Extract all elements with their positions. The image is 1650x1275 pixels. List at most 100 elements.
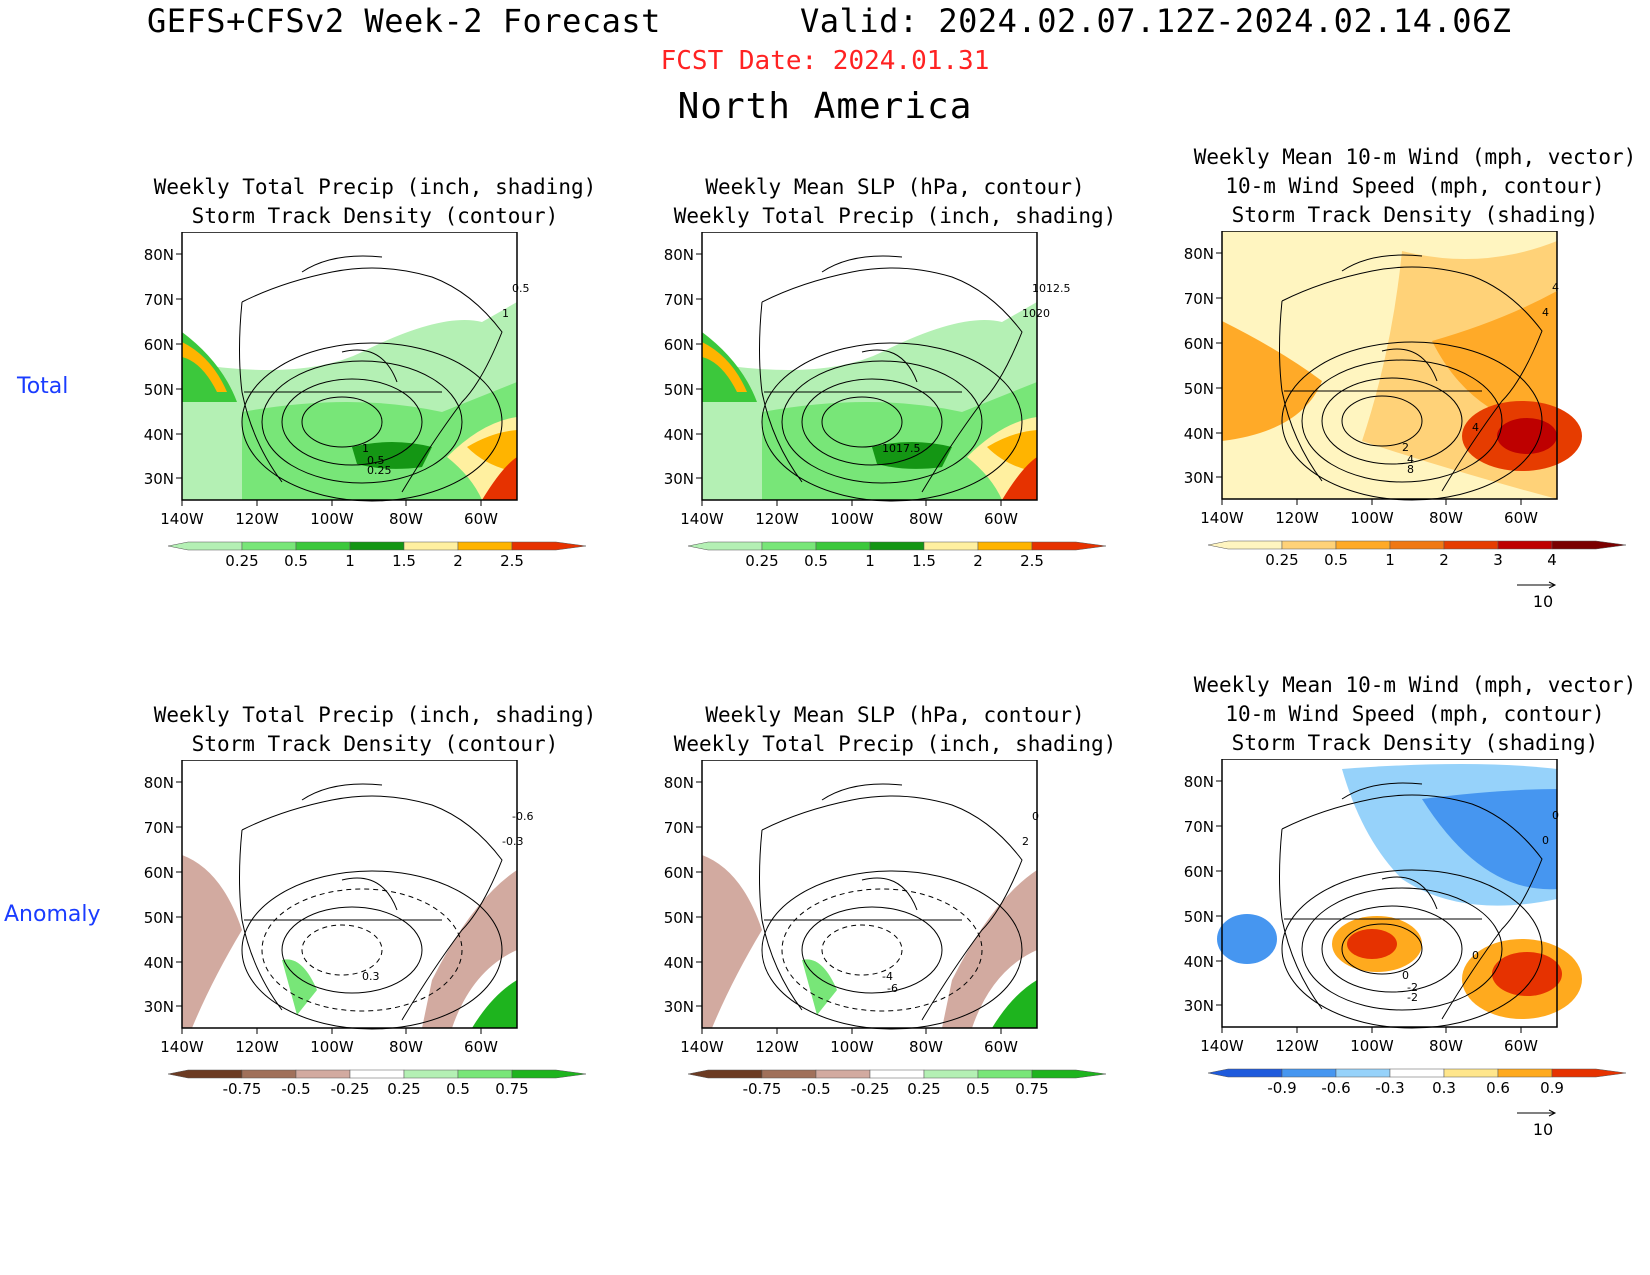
lat-tick-label: 60N: [664, 336, 694, 354]
colorbar-label: 0.25: [907, 1080, 940, 1098]
contours: [241, 870, 503, 1030]
contour-label: -2: [1407, 981, 1418, 994]
contour-label: 2: [1022, 835, 1029, 848]
colorbar-label: 0.75: [1015, 1080, 1048, 1098]
lon-tick-label: 140W: [680, 1038, 724, 1056]
lon-tick-label: 120W: [755, 1038, 799, 1056]
contour-label: 1017.5: [882, 442, 921, 455]
contour-label: 0.3: [362, 970, 380, 983]
panel-anom-precip: Weekly Total Precip (inch, shading) Storm…: [140, 700, 610, 1200]
colorbar-label: -0.25: [851, 1080, 890, 1098]
colorbar-label: 3: [1493, 551, 1503, 569]
colorbar-label: 0.5: [1324, 551, 1348, 569]
map-plot: 80N 70N 60N 50N 40N 30N 140W 120W 100W 80W 60W 02 -4…: [664, 760, 1107, 1098]
shading-field: [1217, 759, 1582, 1027]
panel-total-wind: Weekly Mean 10-m Wind (mph, vector) 10-m …: [1180, 142, 1650, 642]
lat-tick-label: 40N: [1184, 953, 1214, 971]
lat-tick-label: 50N: [1184, 908, 1214, 926]
lon-tick-label: 120W: [1275, 1037, 1319, 1055]
lat-tick-label: 50N: [144, 381, 174, 399]
lon-tick-label: 100W: [310, 1038, 354, 1056]
lat-tick-label: 70N: [1184, 290, 1214, 308]
panel-title-line-2: Storm Track Density (contour): [191, 732, 559, 756]
colorbar-label: 0.5: [446, 1080, 470, 1098]
coastline: [1279, 254, 1543, 492]
lon-tick-label: 80W: [1429, 509, 1463, 527]
contour-label: -6: [887, 982, 898, 995]
contours: [241, 342, 503, 502]
contour-label: 0: [1472, 949, 1479, 962]
map-plot: 80N 70N 60N 50N 40N 30N 140W 120W 100W 80W 60W 1012…: [664, 232, 1107, 570]
colorbar-label: 2.5: [500, 552, 524, 570]
lat-tick-label: 40N: [664, 954, 694, 972]
panel-title-line-2: Storm Track Density (contour): [191, 204, 559, 228]
colorbar-label: 2: [1439, 551, 1449, 569]
panel-anom-slp: Weekly Mean SLP (hPa, contour) Weekly Tot…: [660, 700, 1130, 1200]
contour-label: 0.5: [512, 282, 530, 295]
contour-label: 0.5: [367, 454, 385, 467]
figure-title: GEFS+CFSv2 Week-2 Forecast: [147, 2, 661, 40]
colorbar-label: 0.5: [966, 1080, 990, 1098]
map-frame: [181, 232, 518, 501]
lat-tick-label: 70N: [1184, 818, 1214, 836]
lat-tick-label: 40N: [1184, 425, 1214, 443]
lat-tick-label: 80N: [144, 774, 174, 792]
contour-label: 4: [1542, 306, 1549, 319]
lon-tick-label: 100W: [830, 510, 874, 528]
lon-tick-label: 60W: [464, 510, 498, 528]
colorbar-label: 0.25: [225, 552, 258, 570]
colorbar-label: 2.5: [1020, 552, 1044, 570]
lon-tick-label: 120W: [235, 1038, 279, 1056]
contour-label: 8: [1407, 463, 1414, 476]
colorbar-label: 0.3: [1432, 1079, 1456, 1097]
colorbar-label: 0.9: [1540, 1079, 1564, 1097]
lat-tick-label: 50N: [144, 909, 174, 927]
colorbar-label: 0.6: [1486, 1079, 1510, 1097]
contour-label: 2: [1402, 441, 1409, 454]
forecast-date: FCST Date: 2024.01.31: [660, 46, 990, 76]
lon-tick-label: 60W: [1504, 509, 1538, 527]
lon-tick-label: 100W: [830, 1038, 874, 1056]
colorbar-label: 0.5: [804, 552, 828, 570]
panel-total-precip: Weekly Total Precip (inch, shading) Storm…: [140, 172, 610, 672]
colorbar-label: 0.25: [387, 1080, 420, 1098]
contour-label: 4: [1552, 281, 1559, 294]
lon-tick-label: 120W: [235, 510, 279, 528]
contour-label: -0.6: [512, 810, 533, 823]
colorbar-label: 1: [1385, 551, 1395, 569]
lat-tick-label: 80N: [1184, 245, 1214, 263]
contour-label: 1020: [1022, 307, 1050, 320]
colorbar-label: 0.5: [284, 552, 308, 570]
panel-total-slp: Weekly Mean SLP (hPa, contour) Weekly Tot…: [660, 172, 1130, 672]
lat-tick-label: 70N: [144, 291, 174, 309]
lon-tick-label: 60W: [984, 1038, 1018, 1056]
panel-anom-wind: Weekly Mean 10-m Wind (mph, vector) 10-m …: [1180, 670, 1650, 1170]
colorbar-label: -0.9: [1267, 1079, 1296, 1097]
vector-reference-label: 10: [1533, 592, 1553, 611]
colorbar-label: 4: [1547, 551, 1557, 569]
colorbar: 0.25 0.5 1 2 3 4: [1207, 540, 1627, 569]
lat-tick-label: 50N: [664, 381, 694, 399]
lon-tick-label: 80W: [909, 510, 943, 528]
lon-tick-label: 60W: [464, 1038, 498, 1056]
contour-label: 0: [1552, 809, 1559, 822]
panel-title-line-2: Weekly Total Precip (inch, shading): [673, 732, 1117, 756]
region-title: North America: [677, 86, 973, 127]
contours: [1281, 341, 1543, 501]
colorbar-label: 0.25: [745, 552, 778, 570]
panel-title-line-1: Weekly Mean 10-m Wind (mph, vector): [1193, 673, 1637, 697]
map-plot: 80N 70N 60N 50N 40N 30N 140W 120W 100W 80W 60W -0.6…: [144, 760, 587, 1098]
contour-label: -4: [882, 970, 893, 983]
colorbar-label: 1: [865, 552, 875, 570]
coastline: [759, 255, 1023, 493]
colorbar: -0.75 -0.5 -0.25 0.25 0.5 0.75: [687, 1069, 1107, 1098]
lat-tick-label: 80N: [144, 246, 174, 264]
colorbar-label: -0.5: [281, 1080, 310, 1098]
coastline: [239, 783, 503, 1021]
map-frame: [1221, 759, 1558, 1028]
contours: [761, 870, 1023, 1030]
lat-tick-label: 70N: [144, 819, 174, 837]
map-frame: [701, 232, 1038, 501]
